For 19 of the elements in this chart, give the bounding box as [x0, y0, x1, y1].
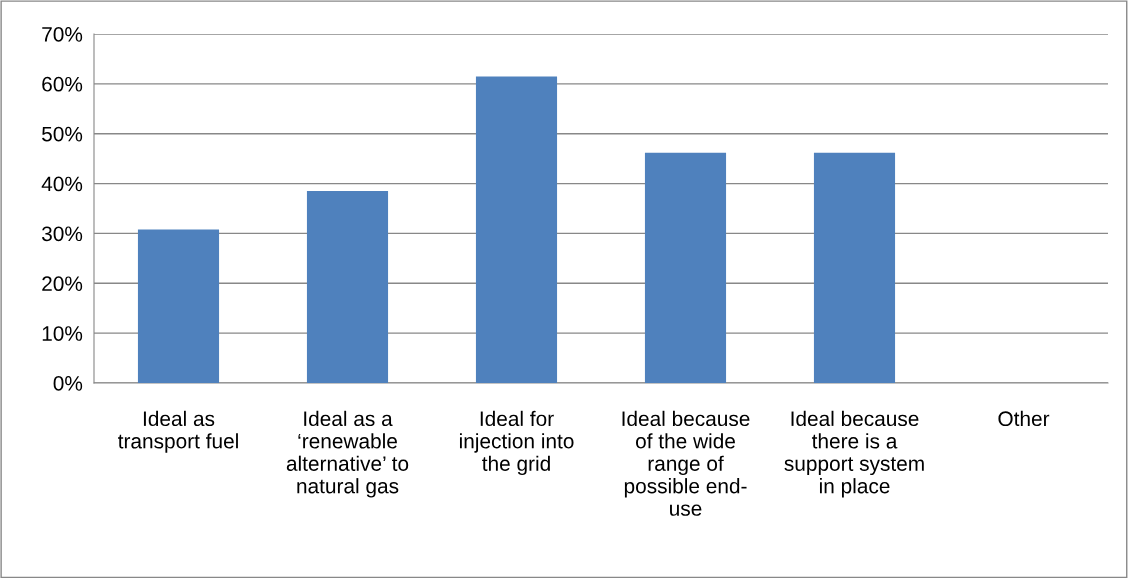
x-tick-label: Ideal as transport fuel: [118, 410, 238, 453]
x-tick-label: Ideal because of the wide range of possible end- use: [622, 410, 750, 516]
bar: [813, 152, 896, 383]
y-tick-label: 30%: [41, 226, 83, 242]
bar: [137, 229, 220, 383]
y-tick-label: 50%: [42, 126, 83, 142]
x-tick-label: Other: [998, 410, 1050, 427]
y-tick-label: 40%: [41, 176, 83, 192]
y-tick-label: 70%: [42, 27, 83, 42]
bar: [475, 76, 558, 383]
y-tick-label: 60%: [42, 76, 83, 92]
x-tick-label: Ideal because there is a support system in place: [784, 410, 924, 498]
bar: [306, 191, 389, 383]
y-tick-label: 0%: [53, 376, 83, 391]
x-tick-label: Ideal for injection into the grid: [459, 410, 574, 476]
bar: [644, 152, 727, 383]
x-tick-label: Ideal as a ‘renewable alternative’ to natural gas: [286, 410, 409, 498]
y-tick-label: 20%: [42, 276, 83, 292]
y-tick-label: 10%: [42, 326, 83, 341]
